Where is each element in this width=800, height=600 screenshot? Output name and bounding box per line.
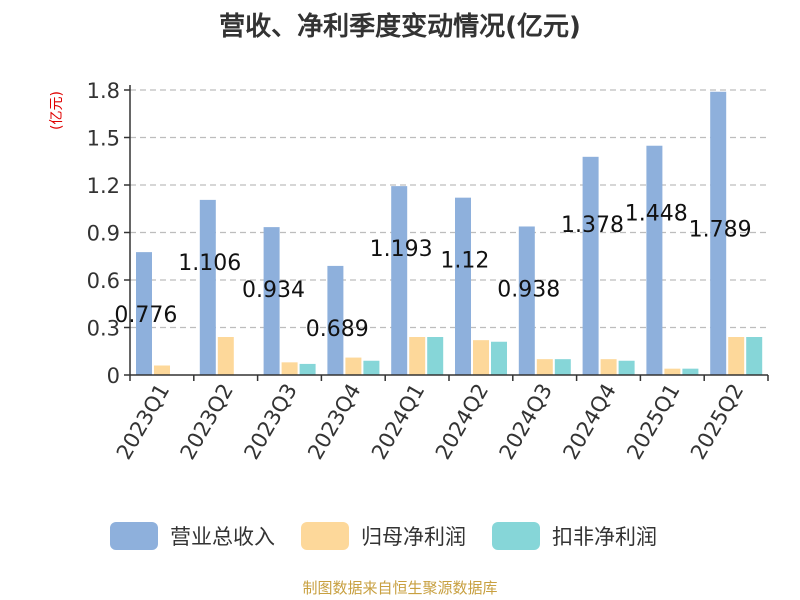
legend-item-net-profit[interactable]: 归母净利润 [301, 521, 466, 551]
bar-deducted-profit[interactable] [746, 337, 763, 375]
bar-net-profit[interactable] [536, 359, 553, 375]
data-label: 0.689 [306, 317, 369, 342]
bar-deducted-profit[interactable] [682, 368, 699, 375]
data-label: 1.193 [370, 237, 433, 262]
legend-swatch-net-profit [301, 522, 349, 550]
bar-deducted-profit[interactable] [427, 337, 444, 375]
bar-revenue[interactable] [518, 226, 535, 375]
legend: 营业总收入 归母净利润 扣非净利润 [110, 518, 710, 554]
chart-title: 营收、净利季度变动情况(亿元) [219, 12, 581, 42]
legend-swatch-deducted-profit [492, 522, 540, 550]
bar-net-profit[interactable] [217, 337, 234, 375]
x-tick-label: 2025Q2 [686, 380, 748, 464]
bar-net-profit[interactable] [345, 357, 362, 375]
bar-revenue[interactable] [646, 145, 663, 375]
y-tick-label: 0.3 [87, 317, 120, 341]
x-tick-label: 2023Q2 [176, 380, 238, 464]
y-tick-label: 1.2 [87, 174, 120, 198]
bar-net-profit[interactable] [600, 359, 617, 375]
bar-net-profit[interactable] [281, 362, 298, 375]
x-tick-label: 2023Q4 [303, 380, 365, 464]
data-label: 1.378 [561, 213, 624, 238]
legend-swatch-revenue [110, 522, 158, 550]
bar-deducted-profit[interactable] [491, 341, 507, 375]
bar-deducted-profit[interactable] [299, 363, 316, 375]
bar-net-profit[interactable] [154, 365, 170, 376]
data-label: 1.448 [625, 202, 688, 227]
bar-deducted-profit[interactable] [363, 360, 380, 375]
y-tick-label: 1.8 [87, 79, 120, 103]
data-label: 0.938 [497, 277, 560, 302]
data-label: 0.776 [114, 303, 177, 328]
bar-deducted-profit[interactable] [618, 360, 635, 375]
bar-revenue[interactable] [263, 227, 280, 375]
bar-revenue[interactable] [391, 186, 408, 375]
x-tick-label: 2024Q2 [431, 380, 493, 464]
bar-net-profit[interactable] [473, 340, 489, 375]
x-tick-label: 2025Q1 [622, 380, 684, 464]
bar-revenue[interactable] [327, 265, 344, 375]
bar-net-profit[interactable] [728, 337, 745, 375]
bar-deducted-profit[interactable] [554, 359, 571, 375]
data-label: 0.934 [242, 278, 305, 303]
y-tick-label: 0.6 [87, 269, 120, 293]
bar-revenue[interactable] [136, 252, 152, 375]
x-tick-label: 2023Q3 [239, 380, 301, 464]
bar-revenue[interactable] [199, 199, 216, 375]
bar-revenue[interactable] [710, 91, 727, 375]
y-tick-label: 0.9 [87, 222, 120, 246]
x-tick-label: 2024Q3 [495, 380, 557, 464]
bar-revenue[interactable] [455, 197, 471, 375]
bar-net-profit[interactable] [409, 337, 426, 375]
x-tick-label: 2024Q4 [558, 380, 620, 464]
bar-revenue[interactable] [582, 156, 599, 375]
legend-label-revenue: 营业总收入 [170, 525, 275, 549]
legend-label-net-profit: 归母净利润 [361, 525, 466, 549]
legend-label-deducted-profit: 扣非净利润 [552, 525, 657, 549]
x-tick-label: 2024Q1 [367, 380, 429, 464]
legend-item-deducted-profit[interactable]: 扣非净利润 [492, 521, 657, 551]
data-label: 1.789 [689, 218, 752, 243]
y-tick-label: 1.5 [87, 127, 120, 151]
legend-item-revenue[interactable]: 营业总收入 [110, 521, 275, 551]
bar-net-profit[interactable] [664, 368, 681, 375]
y-tick-label: 0 [107, 364, 120, 388]
data-label: 1.106 [178, 251, 241, 276]
x-tick-label: 2023Q1 [112, 380, 174, 464]
data-label: 1.12 [440, 249, 489, 274]
source-note: 制图数据来自恒生聚源数据库 [302, 579, 498, 597]
bars [136, 91, 763, 376]
